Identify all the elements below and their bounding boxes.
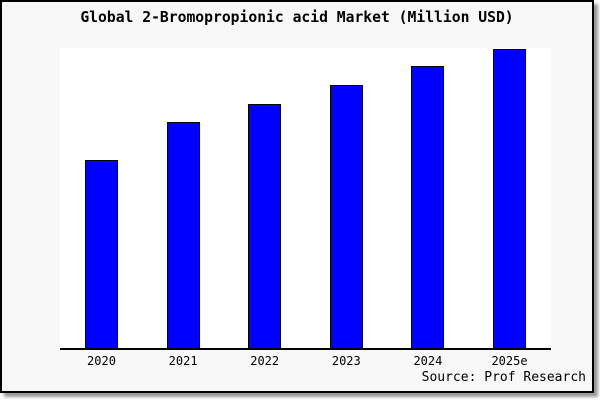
x-tick-label-2023: 2023: [331, 354, 361, 368]
x-tick-label-2020: 2020: [87, 354, 116, 368]
bar-2020: [85, 160, 118, 348]
source-text: Source: Prof Research: [421, 370, 586, 385]
x-tick-label-2021: 2021: [168, 354, 198, 368]
bar-2024: [411, 66, 445, 348]
bar-2021: [166, 122, 200, 348]
bar-2023: [329, 85, 363, 348]
x-axis-tick-labels: 2020 2021 2022 2023 2024 2025e: [60, 354, 551, 370]
x-tick-label-2024: 2024: [413, 354, 443, 368]
chart-title: Global 2-Bromopropionic acid Market (Mil…: [80, 9, 514, 26]
x-tick-label-2025e: 2025e: [491, 354, 528, 368]
x-tick-label-2022: 2022: [250, 354, 280, 368]
bar-2025e: [493, 49, 526, 348]
chart-frame: Global 2-Bromopropionic acid Market (Mil…: [0, 0, 594, 393]
bar-2022: [248, 104, 282, 348]
plot-area: [60, 48, 551, 350]
